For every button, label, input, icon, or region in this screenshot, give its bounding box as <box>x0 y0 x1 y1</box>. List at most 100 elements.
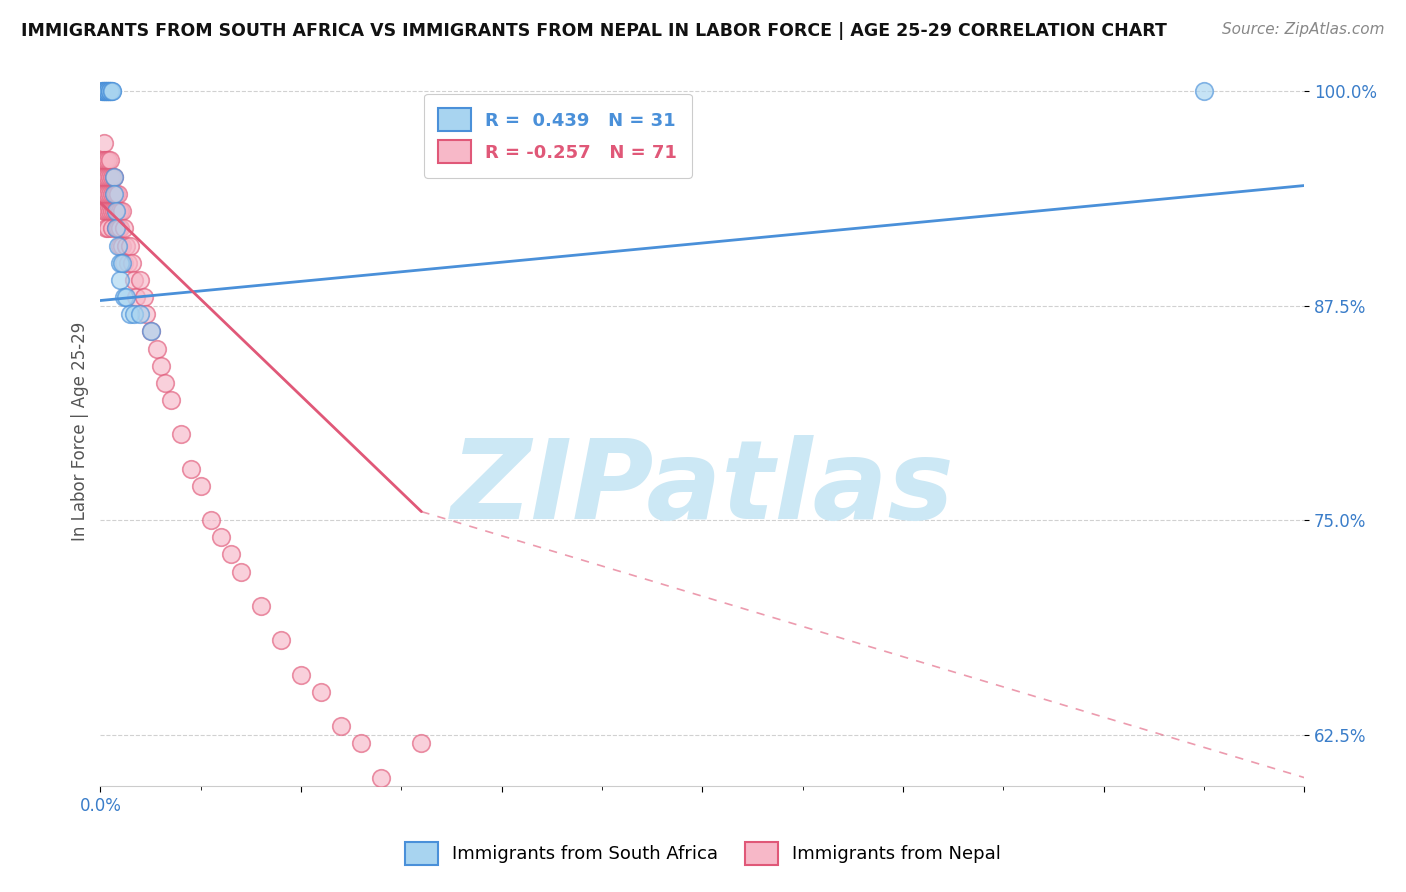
Point <box>270 633 292 648</box>
Point <box>1192 84 1215 98</box>
Point <box>120 238 142 252</box>
Point <box>350 736 373 750</box>
Point <box>103 204 125 219</box>
Text: Source: ZipAtlas.com: Source: ZipAtlas.com <box>1222 22 1385 37</box>
Point <box>91 84 114 98</box>
Point <box>330 719 353 733</box>
Point <box>93 84 115 98</box>
Point <box>96 84 118 98</box>
Point <box>96 221 118 235</box>
Point <box>107 238 129 252</box>
Point <box>190 479 212 493</box>
Point <box>96 153 118 167</box>
Point <box>370 771 392 785</box>
Point <box>97 221 120 235</box>
Point <box>153 376 176 390</box>
Point <box>110 221 132 235</box>
Point <box>91 187 114 202</box>
Point <box>101 221 124 235</box>
Point <box>229 565 252 579</box>
Point <box>135 307 157 321</box>
Point <box>100 84 122 98</box>
Point <box>103 187 125 202</box>
Point <box>110 238 132 252</box>
Point <box>93 84 115 98</box>
Point <box>110 204 132 219</box>
Point <box>124 307 146 321</box>
Point <box>105 221 128 235</box>
Legend: Immigrants from South Africa, Immigrants from Nepal: Immigrants from South Africa, Immigrants… <box>396 833 1010 874</box>
Point <box>100 204 122 219</box>
Point <box>117 256 139 270</box>
Point <box>180 461 202 475</box>
Point <box>111 204 134 219</box>
Point <box>91 169 114 184</box>
Point <box>129 273 152 287</box>
Point <box>290 667 312 681</box>
Point <box>169 427 191 442</box>
Point <box>100 169 122 184</box>
Point <box>219 548 242 562</box>
Point <box>101 204 124 219</box>
Point <box>103 169 125 184</box>
Point <box>250 599 273 613</box>
Point <box>411 736 433 750</box>
Point <box>125 290 148 304</box>
Legend: R =  0.439   N = 31, R = -0.257   N = 71: R = 0.439 N = 31, R = -0.257 N = 71 <box>425 94 692 178</box>
Point <box>105 187 128 202</box>
Point <box>101 169 124 184</box>
Point <box>100 153 122 167</box>
Point <box>101 187 124 202</box>
Point <box>110 273 132 287</box>
Point <box>96 187 118 202</box>
Point <box>97 84 120 98</box>
Point <box>105 221 128 235</box>
Point <box>134 290 156 304</box>
Point <box>139 325 162 339</box>
Point <box>101 84 124 98</box>
Point <box>93 153 115 167</box>
Point <box>97 84 120 98</box>
Point <box>200 513 222 527</box>
Point <box>97 153 120 167</box>
Point <box>107 221 129 235</box>
Point <box>115 290 138 304</box>
Y-axis label: In Labor Force | Age 25-29: In Labor Force | Age 25-29 <box>72 322 89 541</box>
Point <box>93 169 115 184</box>
Point <box>149 359 172 373</box>
Point <box>91 153 114 167</box>
Point <box>112 221 135 235</box>
Point <box>91 84 114 98</box>
Point <box>103 187 125 202</box>
Point <box>100 84 122 98</box>
Point <box>105 204 128 219</box>
Point <box>93 136 115 150</box>
Text: ZIPatlas: ZIPatlas <box>450 435 955 542</box>
Point <box>115 238 138 252</box>
Point <box>112 290 135 304</box>
Point <box>100 84 122 98</box>
Point <box>120 307 142 321</box>
Point <box>110 256 132 270</box>
Point <box>112 256 135 270</box>
Point <box>96 84 118 98</box>
Point <box>209 530 232 544</box>
Point <box>93 204 115 219</box>
Point <box>97 204 120 219</box>
Point <box>97 169 120 184</box>
Point <box>111 256 134 270</box>
Point <box>124 273 146 287</box>
Point <box>121 256 143 270</box>
Point <box>96 204 118 219</box>
Point <box>93 84 115 98</box>
Point <box>139 325 162 339</box>
Point <box>103 169 125 184</box>
Point <box>97 187 120 202</box>
Point <box>97 84 120 98</box>
Point <box>309 685 332 699</box>
Point <box>96 169 118 184</box>
Point <box>111 238 134 252</box>
Text: IMMIGRANTS FROM SOUTH AFRICA VS IMMIGRANTS FROM NEPAL IN LABOR FORCE | AGE 25-29: IMMIGRANTS FROM SOUTH AFRICA VS IMMIGRAN… <box>21 22 1167 40</box>
Point <box>100 187 122 202</box>
Point <box>145 342 167 356</box>
